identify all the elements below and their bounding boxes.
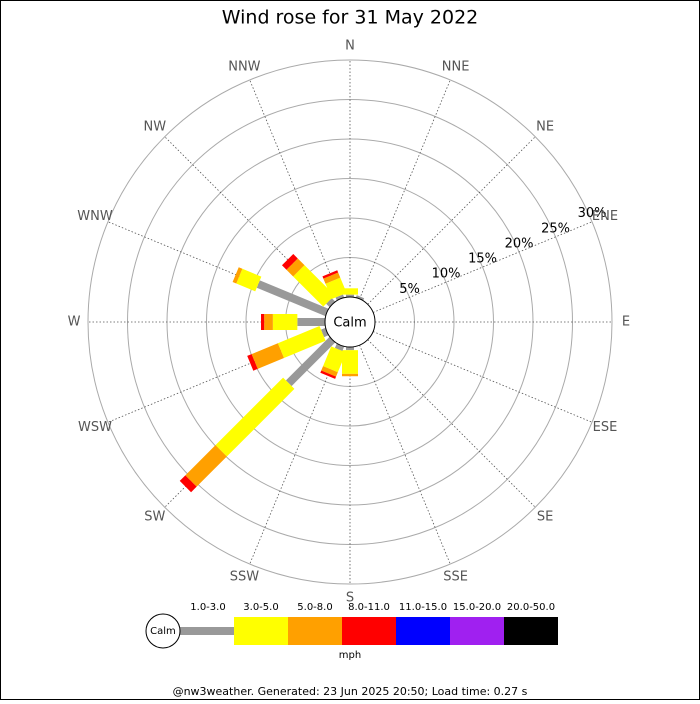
rose-segment bbox=[293, 265, 335, 307]
legend-calm-label: Calm bbox=[150, 626, 176, 637]
direction-label: SE bbox=[537, 510, 553, 525]
legend-swatch bbox=[396, 617, 450, 645]
direction-label: NNW bbox=[228, 60, 260, 75]
grid-ring bbox=[206, 178, 494, 466]
rose-segment bbox=[247, 354, 258, 371]
rose-segment bbox=[335, 294, 345, 301]
direction-label: E bbox=[622, 315, 630, 330]
rose-segment bbox=[281, 253, 298, 270]
spoke bbox=[367, 136, 536, 305]
rose-segment bbox=[342, 373, 358, 377]
rose-segment bbox=[256, 280, 329, 317]
rose-segment bbox=[215, 377, 295, 457]
rose-segment bbox=[179, 475, 197, 493]
rose-segment bbox=[251, 343, 284, 369]
direction-label: N bbox=[345, 39, 355, 54]
spoke bbox=[359, 79, 451, 300]
direction-label: SSE bbox=[443, 569, 468, 584]
legend-label: 8.0-11.0 bbox=[348, 602, 390, 613]
legend-calm-circle bbox=[145, 613, 181, 649]
rose-segment bbox=[286, 258, 305, 277]
calm-label: Calm bbox=[333, 316, 366, 331]
spoke bbox=[249, 79, 341, 300]
direction-label: W bbox=[68, 315, 81, 330]
rose-segment bbox=[321, 366, 338, 377]
rose-segment bbox=[285, 336, 336, 387]
legend-label: 20.0-50.0 bbox=[507, 602, 555, 613]
rose-segment bbox=[325, 277, 347, 300]
rose-segment bbox=[264, 314, 273, 330]
rose-segment bbox=[320, 327, 329, 338]
legend-swatch bbox=[450, 617, 504, 645]
rose-segment bbox=[185, 445, 227, 487]
rose-segment bbox=[323, 346, 347, 373]
legend-label: 15.0-20.0 bbox=[453, 602, 501, 613]
rose-segment bbox=[322, 270, 339, 279]
rose-segment bbox=[236, 268, 262, 292]
calm-circle bbox=[324, 296, 376, 348]
direction-label: SSW bbox=[230, 569, 260, 584]
spoke bbox=[372, 221, 593, 313]
rose-segment bbox=[320, 370, 337, 379]
rose-segment bbox=[342, 350, 358, 374]
legend-swatch bbox=[504, 617, 558, 645]
legend-label: 11.0-15.0 bbox=[399, 602, 447, 613]
direction-label: NW bbox=[144, 119, 167, 134]
legend-swatch bbox=[180, 627, 234, 635]
legend-label: 3.0-5.0 bbox=[243, 602, 278, 613]
grid-ring bbox=[87, 59, 613, 585]
r-tick-label: 20% bbox=[505, 236, 534, 251]
direction-label: SW bbox=[144, 510, 165, 525]
rose-segment bbox=[326, 298, 336, 308]
direction-label: NE bbox=[536, 119, 554, 134]
rose-segment bbox=[232, 267, 243, 284]
footer: @nw3weather. Generated: 23 Jun 2025 20:5… bbox=[173, 685, 528, 698]
direction-label: ESE bbox=[593, 420, 618, 435]
r-tick-label: 5% bbox=[399, 282, 420, 297]
unit-label: mph bbox=[339, 650, 361, 661]
legend-label: 1.0-3.0 bbox=[190, 602, 225, 613]
rose-segment bbox=[297, 318, 325, 326]
rose-segment bbox=[334, 343, 345, 352]
r-tick-label: 30% bbox=[578, 206, 607, 221]
rose-segment bbox=[277, 325, 326, 359]
legend-label: 5.0-8.0 bbox=[297, 602, 332, 613]
direction-label: WNW bbox=[77, 209, 113, 224]
rose-segment bbox=[346, 294, 354, 297]
legend-swatch bbox=[342, 617, 396, 645]
spoke bbox=[367, 339, 536, 508]
spoke bbox=[359, 344, 451, 565]
legend-swatch bbox=[288, 617, 342, 645]
spoke bbox=[372, 331, 593, 423]
rose-segment bbox=[355, 295, 365, 301]
rose-segment bbox=[346, 347, 354, 351]
rose-segment bbox=[272, 314, 298, 330]
grid-ring bbox=[245, 217, 455, 427]
rose-segment bbox=[323, 272, 341, 284]
direction-label: S bbox=[346, 591, 354, 606]
direction-label: NNE bbox=[442, 60, 470, 75]
r-tick-label: 25% bbox=[541, 221, 570, 236]
chart-title: Wind rose for 31 May 2022 bbox=[222, 7, 479, 29]
direction-label: ENE bbox=[592, 209, 618, 224]
direction-label: WSW bbox=[78, 420, 112, 435]
r-tick-label: 10% bbox=[432, 267, 461, 282]
rose-segment bbox=[261, 314, 265, 330]
spoke bbox=[249, 344, 341, 565]
r-tick-label: 15% bbox=[468, 252, 497, 267]
legend-swatch bbox=[234, 617, 288, 645]
